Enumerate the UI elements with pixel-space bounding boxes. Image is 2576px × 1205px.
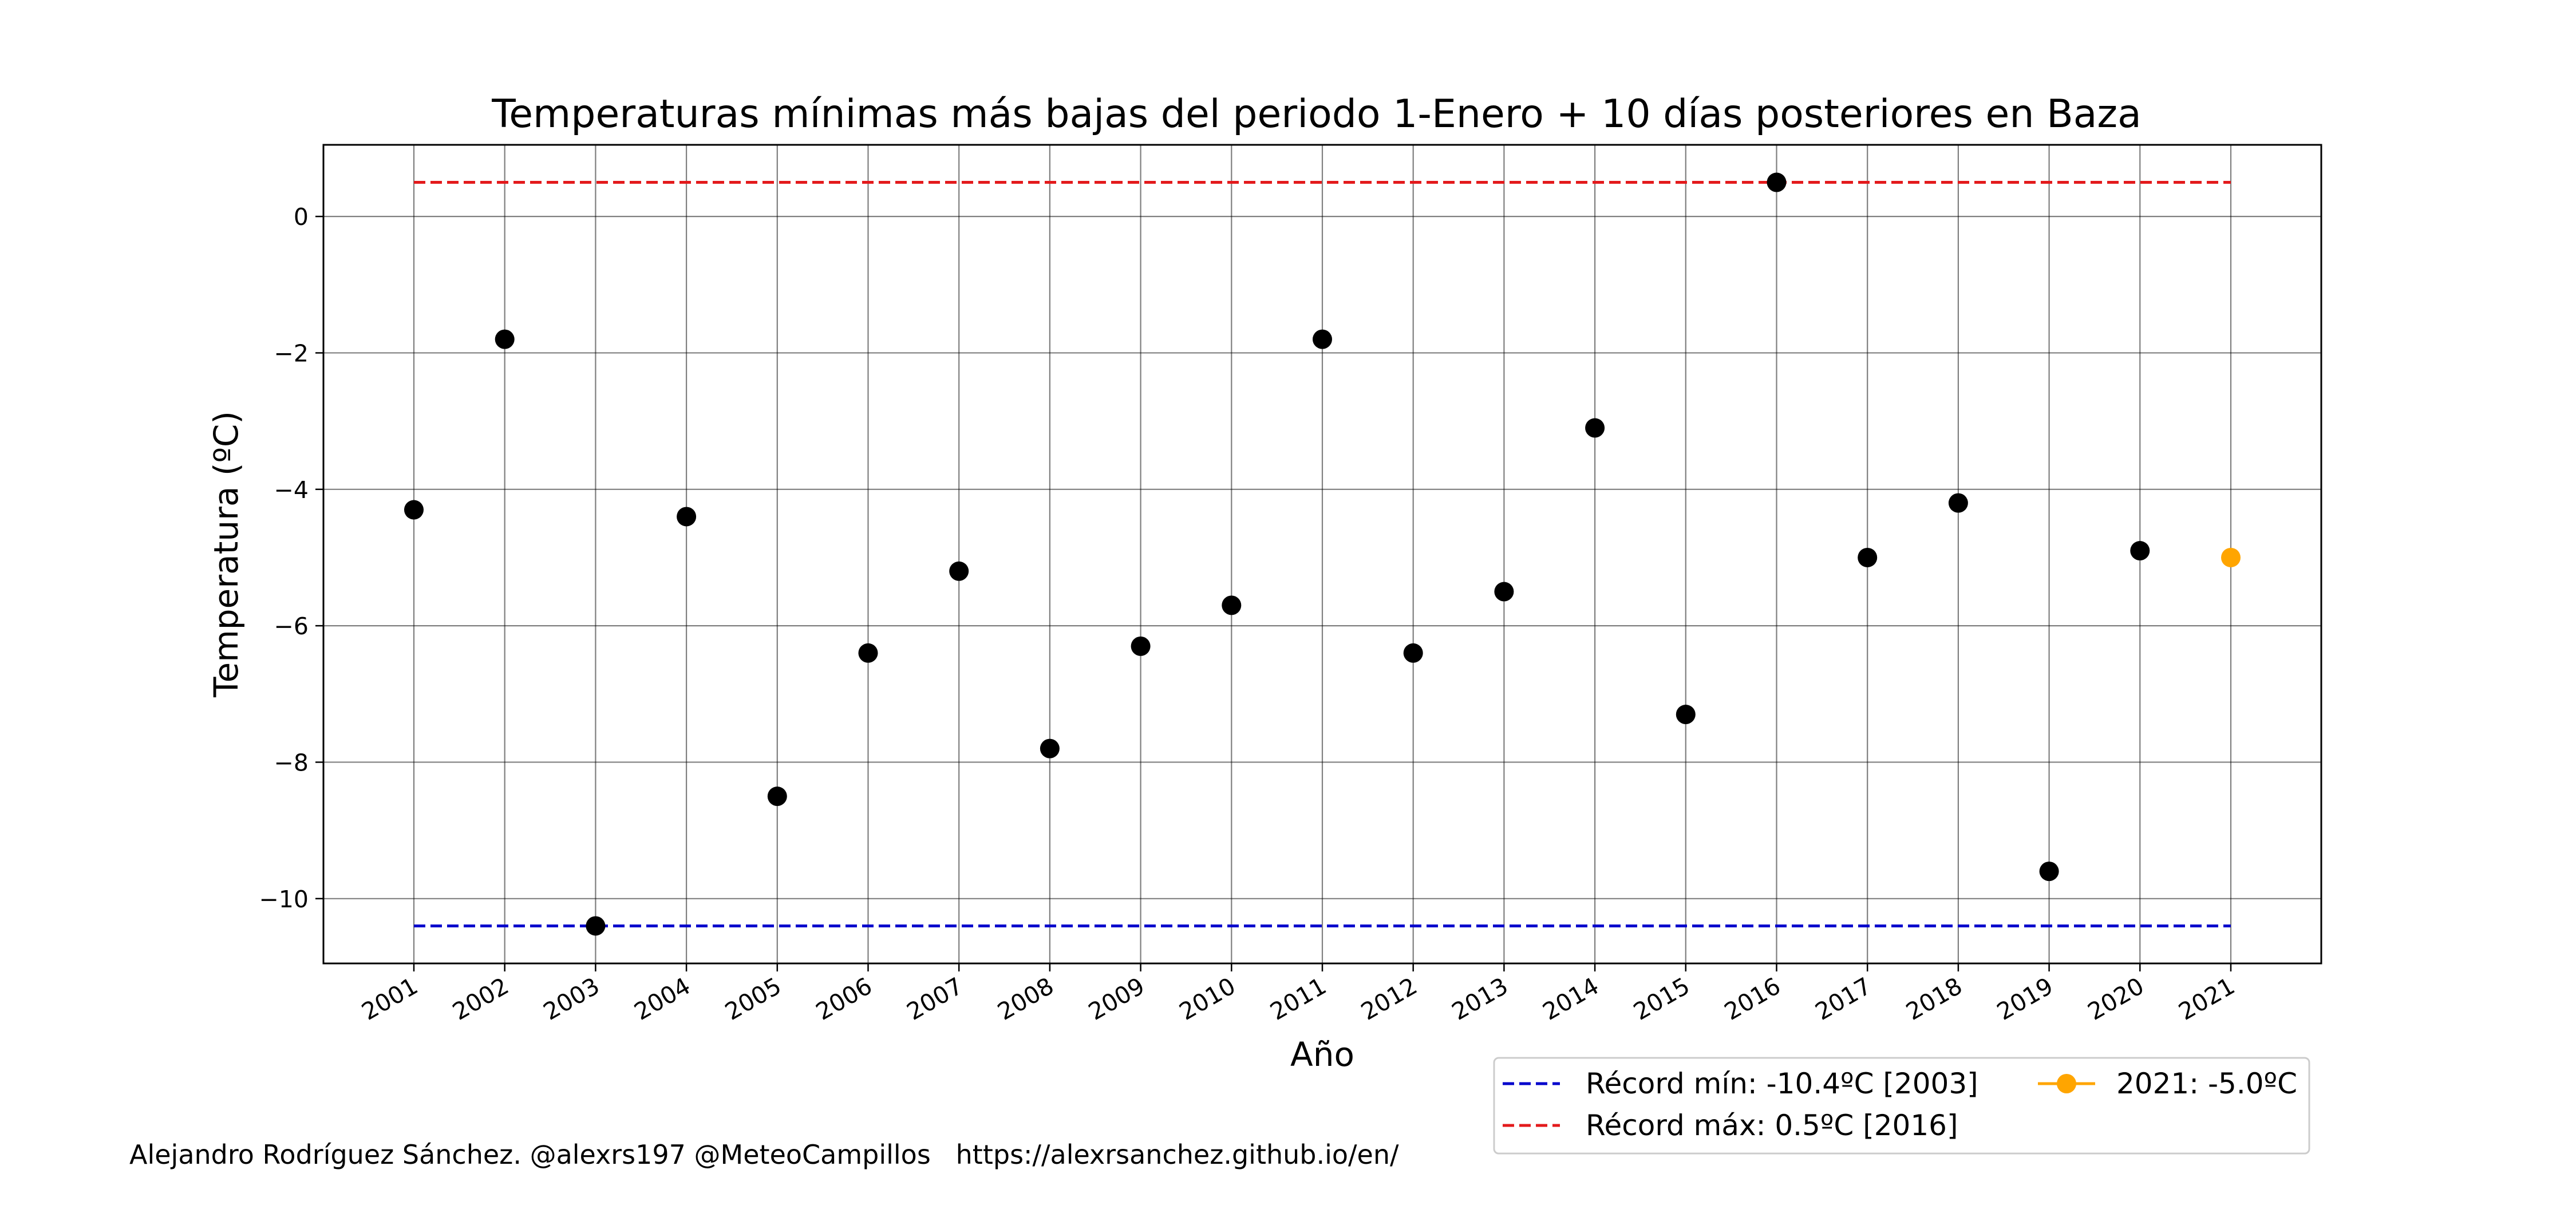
x-tick-label: 2011: [1266, 972, 1331, 1026]
x-tick-label: 2017: [1811, 972, 1876, 1026]
data-point: [495, 329, 515, 349]
x-tick-label: 2021: [2174, 972, 2239, 1026]
x-tick-label: 2014: [1538, 972, 1603, 1026]
data-point: [949, 561, 969, 581]
y-axis-ticks: 0 −2 −4 −6 −8 −10: [259, 203, 323, 913]
y-tick-label: 0: [294, 203, 309, 231]
x-axis-label: Año: [1290, 1035, 1354, 1074]
credit-text: Alejandro Rodríguez Sánchez. @alexrs197 …: [129, 1139, 1399, 1170]
x-tick-label: 2012: [1356, 972, 1421, 1026]
data-point: [1858, 547, 1878, 567]
y-tick-label: −4: [274, 476, 309, 504]
data-point: [2130, 541, 2150, 561]
data-point: [677, 507, 697, 527]
data-point: [1494, 582, 1514, 602]
grid: [323, 145, 2321, 963]
chart-title: Temperaturas mínimas más bajas del perio…: [491, 92, 2142, 137]
y-tick-label: −2: [274, 339, 309, 367]
x-tick-label: 2006: [811, 972, 876, 1026]
data-point: [1767, 172, 1787, 192]
y-axis-label: Temperatura (ºC): [207, 411, 246, 698]
data-point: [1585, 418, 1605, 438]
x-tick-label: 2019: [1992, 972, 2057, 1026]
reference-lines: [414, 181, 2231, 927]
data-point: [858, 643, 878, 663]
data-point: [1676, 705, 1696, 725]
data-point: [1131, 636, 1151, 656]
data-point: [1222, 595, 1242, 615]
x-tick-label: 2005: [720, 972, 785, 1026]
data-point: [404, 500, 424, 520]
x-tick-label: 2004: [630, 972, 695, 1026]
x-tick-label: 2003: [539, 972, 604, 1026]
x-tick-label: 2015: [1629, 972, 1694, 1026]
x-tick-label: 2016: [1720, 972, 1785, 1026]
x-tick-label: 2013: [1447, 972, 1512, 1026]
data-point: [586, 916, 606, 936]
x-tick-label: 2002: [448, 972, 513, 1026]
legend-label: Récord máx: 0.5ºC [2016]: [1586, 1109, 1958, 1142]
data-points: [404, 172, 2241, 936]
x-tick-label: 2018: [1902, 972, 1967, 1026]
x-tick-label: 2007: [902, 972, 967, 1026]
y-tick-label: −6: [274, 613, 309, 640]
data-point: [1948, 493, 1968, 513]
data-point: [1313, 329, 1332, 349]
x-axis-ticks: 2001 2002 2003 2004 2005 2006 2007 2008 2009 2010…: [357, 963, 2239, 1026]
data-point: [1403, 643, 1423, 663]
data-point: [767, 787, 787, 807]
x-tick-label: 2020: [2083, 972, 2148, 1026]
x-tick-label: 2010: [1175, 972, 1240, 1026]
data-point: [2221, 547, 2241, 567]
x-tick-label: 2009: [1084, 972, 1149, 1026]
legend-label: 2021: -5.0ºC: [2116, 1067, 2297, 1100]
y-tick-label: −10: [259, 886, 309, 913]
data-point: [1040, 738, 1060, 758]
legend: Récord mín: -10.4ºC [2003] Récord máx: 0.…: [1493, 1057, 2310, 1155]
x-tick-label: 2001: [357, 972, 422, 1026]
y-tick-label: −8: [274, 749, 309, 776]
legend-marker: [2057, 1074, 2076, 1093]
data-point: [2039, 862, 2059, 882]
legend-box: [1493, 1057, 2310, 1155]
x-tick-label: 2008: [993, 972, 1058, 1026]
legend-label: Récord mín: -10.4ºC [2003]: [1586, 1067, 1978, 1100]
